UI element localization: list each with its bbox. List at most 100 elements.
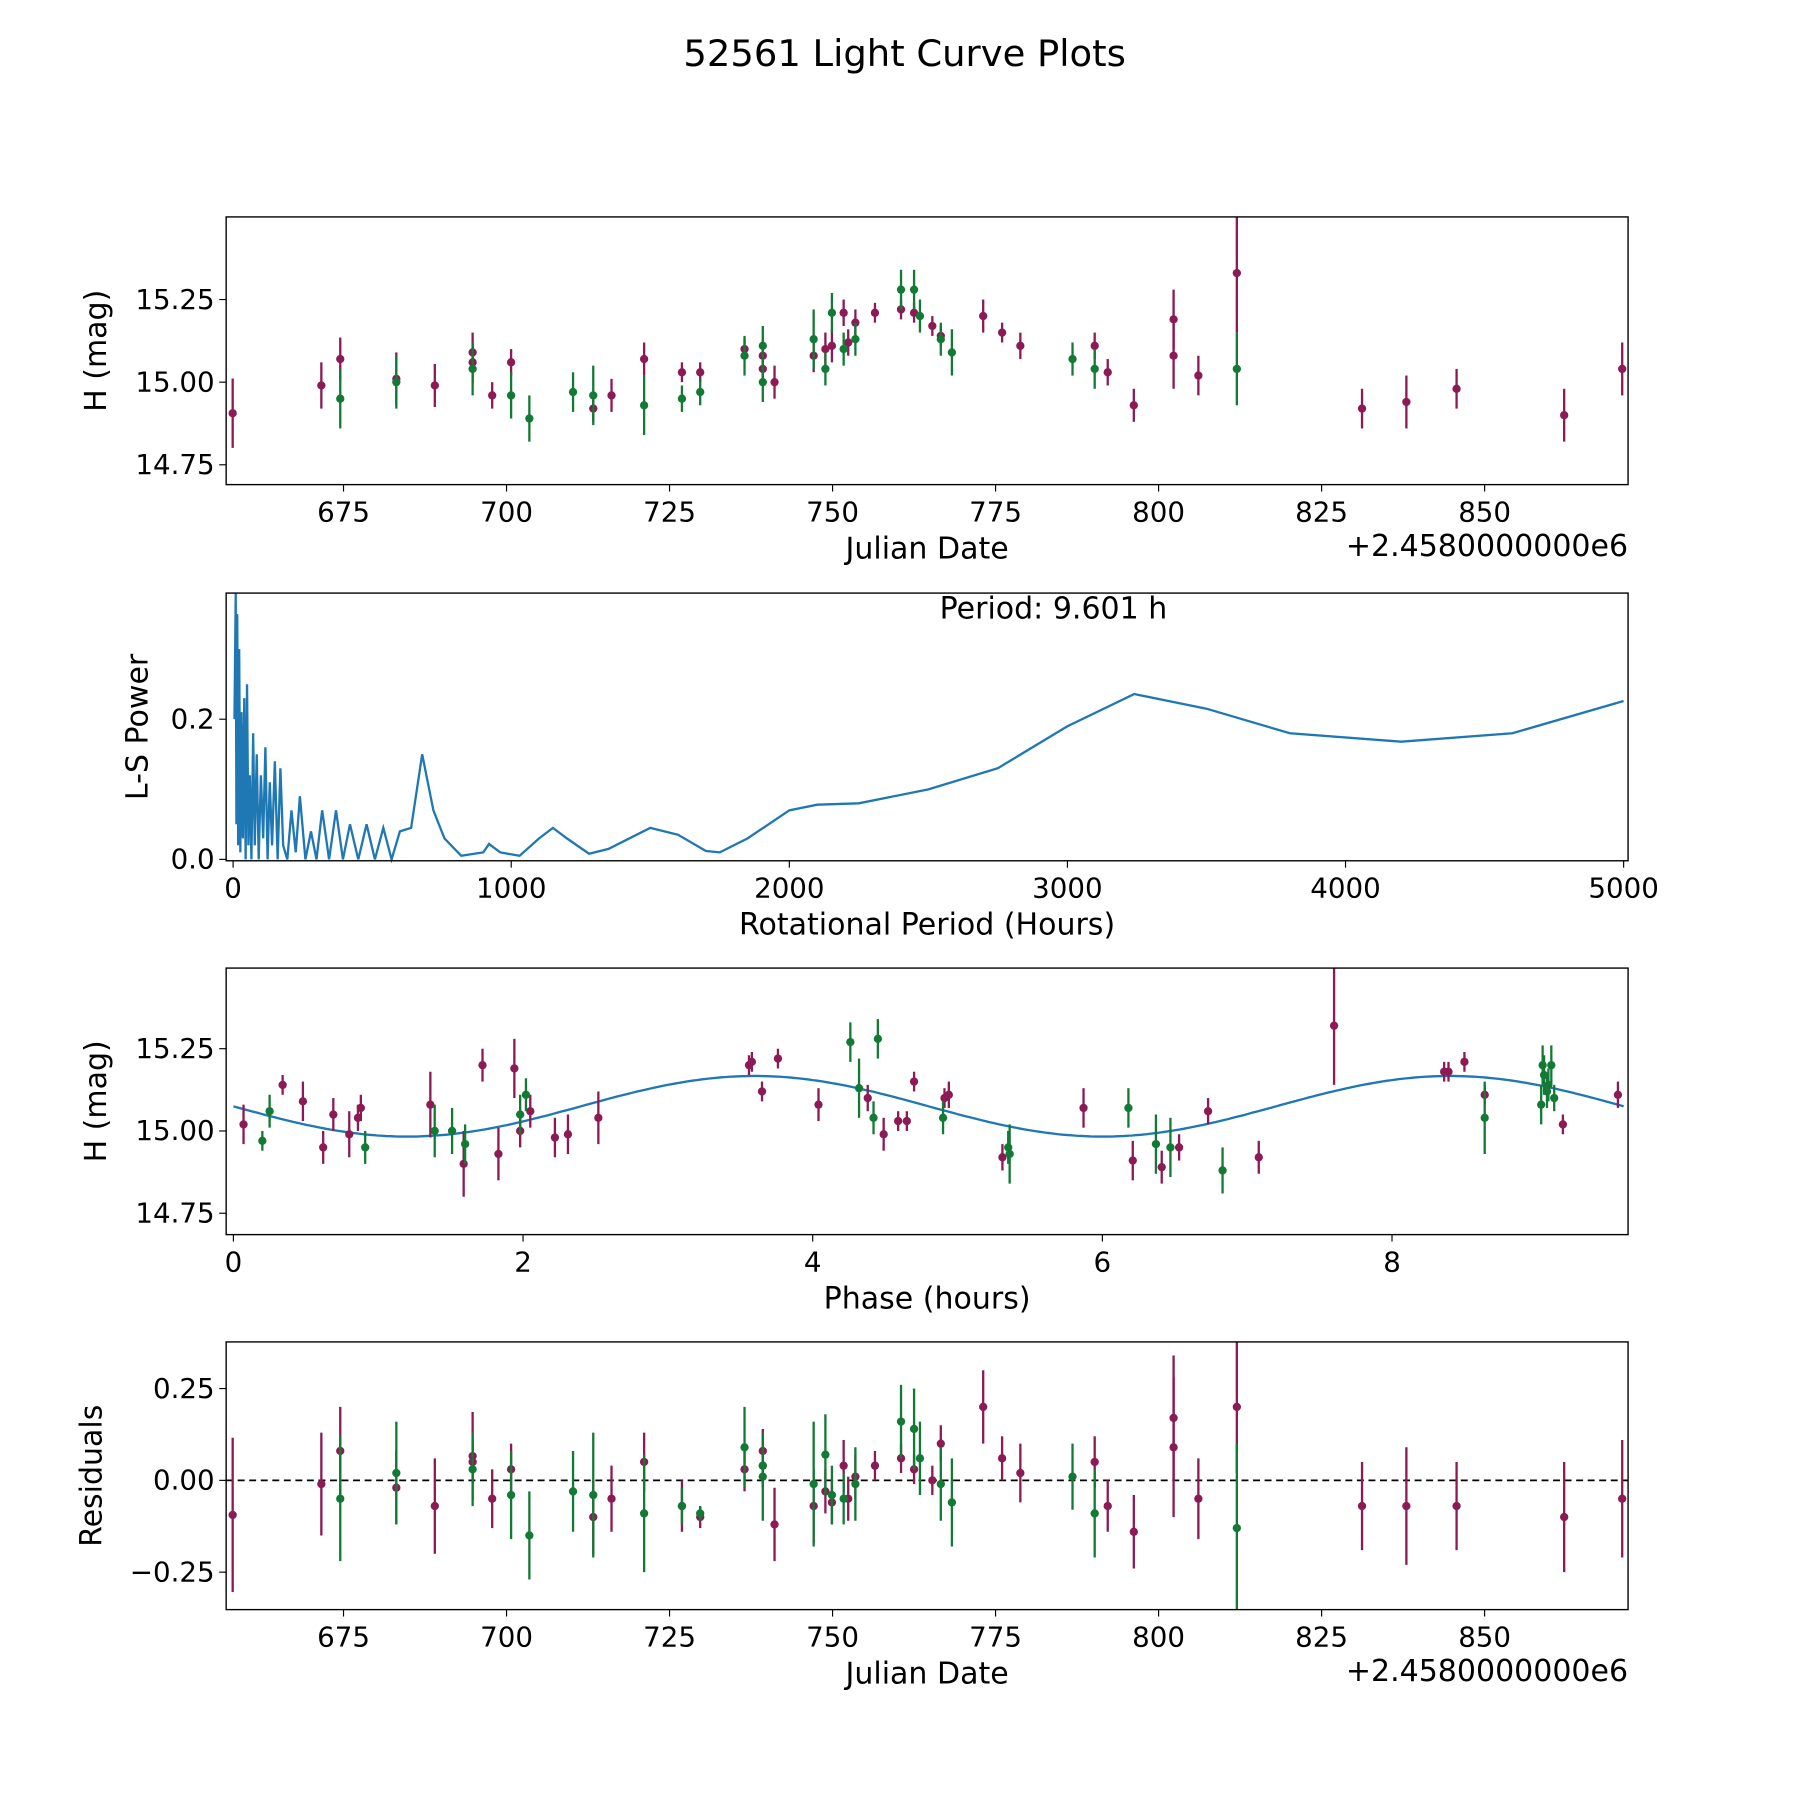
purple-data-point xyxy=(1402,397,1411,407)
green-data-point xyxy=(947,1498,957,1507)
purple-data-point xyxy=(494,1149,503,1159)
x-offset-label: +2.4580000000e6 xyxy=(1346,529,1628,564)
period-annotation: Period: 9.601 h xyxy=(940,591,1168,626)
green-data-point xyxy=(1166,1143,1175,1152)
x-tick-label: 4 xyxy=(804,1246,822,1279)
purple-data-point xyxy=(1560,411,1569,420)
purple-data-point xyxy=(944,1090,953,1099)
x-tick-label: 750 xyxy=(806,496,859,529)
figure-title: 52561 Light Curve Plots xyxy=(683,32,1125,75)
purple-data-point xyxy=(488,391,497,400)
purple-data-point xyxy=(893,1116,903,1126)
x-tick-label: 825 xyxy=(1295,1621,1348,1654)
x-tick-label: 850 xyxy=(1458,496,1511,529)
green-data-point xyxy=(839,344,848,354)
purple-data-point xyxy=(459,1159,468,1169)
purple-data-point xyxy=(1203,1107,1213,1116)
purple-data-point xyxy=(329,1110,338,1119)
green-data-point xyxy=(525,414,534,423)
green-data-point xyxy=(1151,1139,1161,1149)
purple-data-point xyxy=(1090,1457,1099,1467)
x-tick-label: 6 xyxy=(1094,1246,1112,1279)
purple-data-point xyxy=(1157,1163,1166,1172)
purple-data-point xyxy=(1618,1494,1627,1503)
purple-data-point xyxy=(1129,1527,1138,1536)
purple-data-point xyxy=(317,1479,326,1489)
purple-data-point xyxy=(278,1080,287,1090)
green-data-point xyxy=(846,1037,855,1047)
purple-data-point xyxy=(870,308,880,317)
purple-data-point xyxy=(1618,364,1627,374)
y-tick-label: 0.25 xyxy=(153,1372,215,1405)
green-data-point xyxy=(258,1136,267,1145)
y-tick-label: 15.00 xyxy=(135,365,214,398)
green-data-point xyxy=(696,1509,705,1518)
purple-data-point xyxy=(696,368,705,377)
green-data-point xyxy=(827,1490,837,1500)
green-data-point xyxy=(1218,1166,1227,1175)
x-tick-label: 1000 xyxy=(476,872,546,905)
purple-data-point xyxy=(345,1130,354,1139)
green-data-point xyxy=(1232,364,1241,374)
green-data-point xyxy=(758,1461,767,1470)
periodogram-panel: 0 1000 2000 3000 4000 5000 0.0 0.2 Rotational Pe… xyxy=(121,591,1659,942)
green-data-point xyxy=(506,1490,516,1500)
green-data-point xyxy=(506,391,516,400)
green-data-point xyxy=(468,1465,477,1474)
green-data-point xyxy=(639,1509,649,1518)
purple-data-point xyxy=(928,1476,937,1485)
purple-data-point xyxy=(1016,1468,1025,1478)
purple-data-point xyxy=(821,344,830,354)
purple-data-point xyxy=(478,1060,487,1070)
green-data-point xyxy=(854,1084,864,1093)
green-data-point xyxy=(869,1113,878,1122)
green-data-point xyxy=(909,285,919,294)
purple-data-point xyxy=(870,1461,880,1470)
green-data-point xyxy=(1005,1149,1014,1159)
purple-data-point xyxy=(1169,351,1178,360)
green-data-point xyxy=(758,341,767,350)
purple-data-point xyxy=(1329,1021,1339,1030)
x-tick-label: 675 xyxy=(317,496,370,529)
purple-data-point xyxy=(1169,315,1178,324)
x-tick-label: 2 xyxy=(514,1246,532,1279)
green-data-point xyxy=(568,1487,578,1496)
purple-data-point xyxy=(607,1494,616,1503)
y-tick-label: 15.00 xyxy=(135,1114,214,1147)
purple-data-point xyxy=(879,1130,888,1139)
green-data-point xyxy=(821,1450,830,1459)
x-tick-label: 675 xyxy=(317,1621,370,1654)
x-tick-label: 700 xyxy=(480,1621,533,1654)
residuals-panel: 675 700 725 750 775 800 825 850 −0.25 0.00 0.25 Jul… xyxy=(75,1341,1629,1691)
purple-data-point xyxy=(319,1143,328,1152)
axes-frame xyxy=(225,216,1629,486)
purple-data-point xyxy=(827,341,837,350)
purple-data-point xyxy=(909,1077,919,1086)
y-axis-label: H (mag) xyxy=(79,1040,114,1162)
x-tick-label: 775 xyxy=(969,1621,1022,1654)
x-tick-label: 800 xyxy=(1132,496,1185,529)
green-data-point xyxy=(839,1494,848,1503)
purple-data-point xyxy=(1452,1501,1461,1511)
green-data-point xyxy=(915,311,925,321)
green-data-point xyxy=(515,1110,525,1119)
green-data-point xyxy=(1537,1100,1546,1109)
purple-data-point xyxy=(1613,1090,1623,1099)
green-data-point xyxy=(589,391,598,400)
green-data-point xyxy=(677,394,687,403)
green-data-point xyxy=(392,378,401,387)
green-data-point xyxy=(851,335,860,344)
purple-data-point xyxy=(1402,1501,1411,1511)
green-data-point xyxy=(1124,1103,1133,1113)
green-data-point xyxy=(915,1454,925,1463)
purple-data-point xyxy=(1079,1103,1088,1113)
green-data-point xyxy=(758,378,767,387)
x-tick-label: 825 xyxy=(1295,496,1348,529)
green-data-point xyxy=(1480,1113,1489,1122)
purple-data-point xyxy=(770,1520,779,1529)
green-data-point xyxy=(947,348,957,357)
x-tick-label: 700 xyxy=(480,496,533,529)
purple-data-point xyxy=(1174,1143,1184,1152)
purple-data-point xyxy=(773,1054,783,1063)
purple-data-point xyxy=(1560,1512,1569,1522)
